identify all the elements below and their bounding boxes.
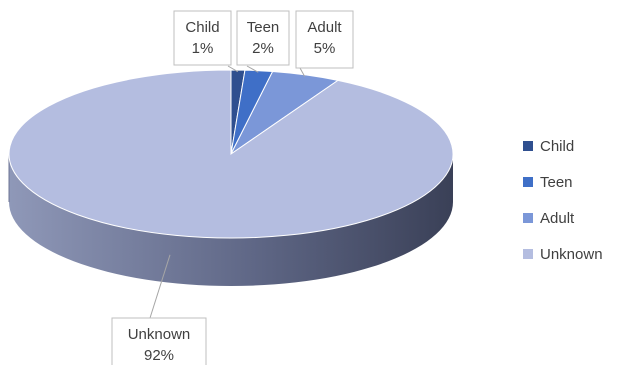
legend-swatch-teen bbox=[523, 177, 533, 187]
legend-swatch-adult bbox=[523, 213, 533, 223]
legend-swatch-unknown bbox=[523, 249, 533, 259]
data-label-box-teen bbox=[236, 10, 290, 66]
pie-top bbox=[8, 69, 454, 239]
data-label-value-unknown: 92% bbox=[144, 347, 174, 364]
legend-label-teen: Teen bbox=[540, 174, 573, 191]
data-label-name-unknown: Unknown bbox=[128, 326, 191, 343]
data-label-value-child: 1% bbox=[192, 40, 214, 57]
legend-label-child: Child bbox=[540, 138, 574, 155]
data-label-box-unknown bbox=[111, 317, 207, 365]
legend-swatch-child bbox=[523, 141, 533, 151]
data-label-name-child: Child bbox=[185, 19, 219, 36]
leader-line-child bbox=[227, 65, 239, 73]
data-label-name-teen: Teen bbox=[247, 19, 280, 36]
legend-label-unknown: Unknown bbox=[540, 246, 603, 263]
legend-item-adult: Adult bbox=[523, 210, 575, 227]
pie-sides bbox=[8, 154, 453, 286]
leader-lines bbox=[149, 65, 306, 319]
data-label-box-adult bbox=[295, 10, 354, 69]
data-label-child: Child 1% bbox=[173, 10, 232, 66]
data-label-unknown: Unknown 92% bbox=[111, 317, 207, 365]
pie-slice-unknown bbox=[8, 69, 454, 239]
legend-item-teen: Teen bbox=[523, 174, 573, 191]
data-label-adult: Adult 5% bbox=[295, 10, 354, 69]
data-label-box-child bbox=[173, 10, 232, 66]
legend: Child Teen Adult Unknown bbox=[523, 138, 603, 263]
legend-item-unknown: Unknown bbox=[523, 246, 603, 263]
data-label-name-adult: Adult bbox=[307, 19, 342, 36]
data-label-teen: Teen 2% bbox=[236, 10, 290, 66]
leader-line-teen bbox=[246, 65, 259, 73]
legend-item-child: Child bbox=[523, 138, 574, 155]
pie-side-unknown bbox=[9, 154, 453, 286]
leader-line-unknown bbox=[149, 254, 171, 319]
legend-label-adult: Adult bbox=[540, 210, 575, 227]
data-labels: Child 1% Teen 2% Adult 5% Unknown 92% bbox=[111, 10, 354, 365]
data-label-value-teen: 2% bbox=[252, 40, 274, 57]
data-label-value-adult: 5% bbox=[314, 40, 336, 57]
leader-line-adult bbox=[299, 67, 306, 77]
